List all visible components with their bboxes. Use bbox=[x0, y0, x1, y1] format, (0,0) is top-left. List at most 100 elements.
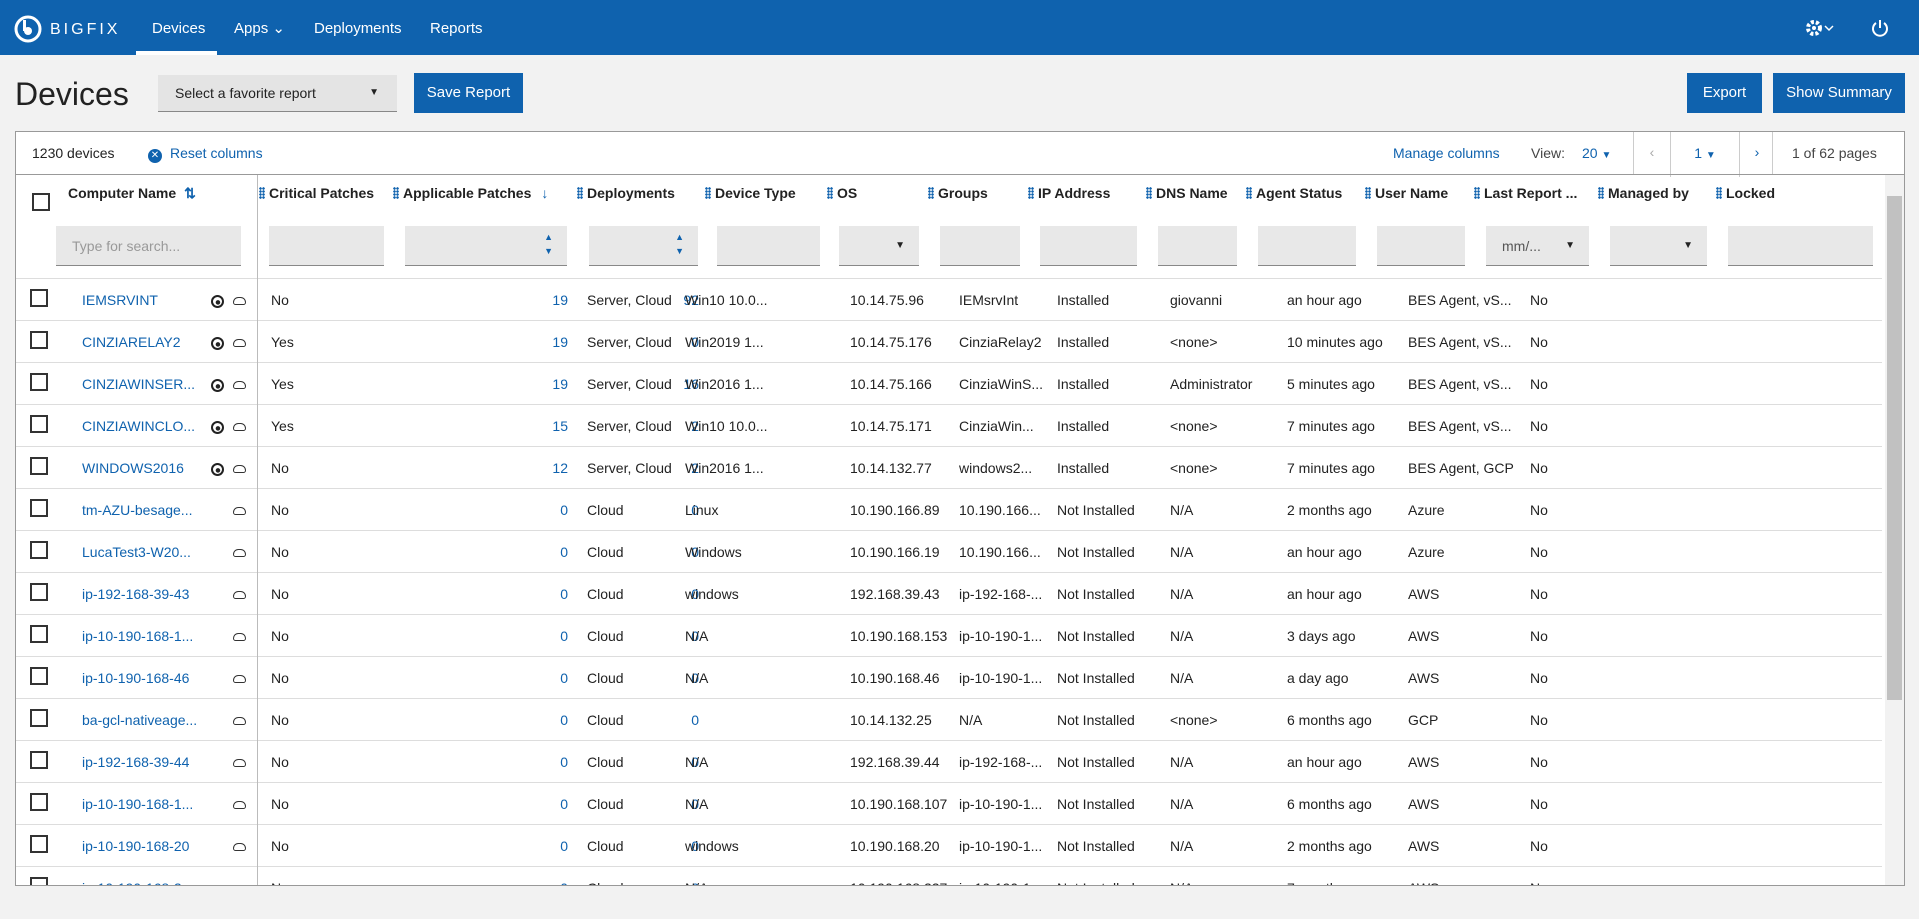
column-filter[interactable] bbox=[1258, 226, 1356, 266]
computer-name-link[interactable]: CINZIARELAY2 bbox=[82, 334, 181, 350]
column-header[interactable]: Locked bbox=[1716, 175, 1775, 211]
row-checkbox[interactable] bbox=[30, 457, 48, 475]
row-checkbox[interactable] bbox=[30, 625, 48, 643]
computer-name-link[interactable]: CINZIAWINSER... bbox=[82, 376, 196, 392]
column-header[interactable]: IP Address bbox=[1028, 175, 1110, 211]
column-filter[interactable]: ▼ bbox=[839, 226, 919, 266]
column-filter[interactable]: ▲ ▼ bbox=[405, 226, 567, 266]
computer-name-link[interactable]: ip-10-190-168-2... bbox=[82, 867, 193, 885]
row-checkbox[interactable] bbox=[30, 835, 48, 853]
column-header[interactable]: Computer Name ⇅ bbox=[68, 175, 196, 211]
nav-devices[interactable]: Devices bbox=[152, 20, 206, 37]
computer-name-link[interactable]: CINZIAWINCLO... bbox=[82, 418, 196, 434]
column-header[interactable]: Agent Status bbox=[1246, 175, 1342, 211]
column-drag-handle[interactable] bbox=[1246, 187, 1252, 199]
nav-apps[interactable]: Apps ⌄ bbox=[234, 20, 285, 37]
computer-name-link[interactable]: ip-10-190-168-46 bbox=[82, 670, 190, 686]
row-checkbox[interactable] bbox=[30, 499, 48, 517]
row-checkbox[interactable] bbox=[30, 415, 48, 433]
column-filter[interactable]: Type for search... bbox=[56, 226, 241, 266]
settings-menu[interactable] bbox=[1805, 18, 1835, 38]
column-drag-handle[interactable] bbox=[1474, 187, 1480, 199]
manage-columns[interactable]: Manage columns bbox=[1393, 145, 1500, 161]
favorite-report-select[interactable]: Select a favorite report ▼ bbox=[158, 75, 397, 112]
row-checkbox[interactable] bbox=[30, 331, 48, 349]
show-summary-button[interactable]: Show Summary bbox=[1773, 73, 1905, 113]
row-checkbox[interactable] bbox=[30, 751, 48, 769]
view-select[interactable]: 20 ▼ bbox=[1582, 145, 1612, 161]
column-filter[interactable] bbox=[717, 226, 820, 266]
column-filter[interactable]: ▼ bbox=[1610, 226, 1707, 266]
nav-reports[interactable]: Reports bbox=[430, 20, 483, 37]
cell-text: AWS bbox=[1408, 670, 1440, 686]
column-header[interactable]: Groups bbox=[928, 175, 988, 211]
scrollbar-thumb[interactable] bbox=[1887, 196, 1902, 700]
row-checkbox[interactable] bbox=[30, 709, 48, 727]
row-checkbox[interactable] bbox=[30, 583, 48, 601]
page-select[interactable]: 1 ▼ bbox=[1670, 132, 1740, 177]
row-checkbox[interactable] bbox=[30, 373, 48, 391]
column-drag-handle[interactable] bbox=[1028, 187, 1034, 199]
table-row: CINZIARELAY2 Yes 19 0 Server, Cloud Win2019 1… bbox=[16, 321, 1882, 363]
scrollbar[interactable] bbox=[1885, 175, 1904, 885]
column-drag-handle[interactable] bbox=[577, 187, 583, 199]
save-report-button[interactable]: Save Report bbox=[414, 73, 523, 113]
computer-name-link[interactable]: ip-10-190-168-1... bbox=[82, 796, 194, 812]
cell-text: Yes bbox=[271, 334, 294, 350]
power-button[interactable] bbox=[1870, 18, 1890, 38]
computer-name-link[interactable]: ip-192-168-39-43 bbox=[82, 586, 190, 602]
next-page[interactable]: › bbox=[1754, 144, 1760, 160]
row-checkbox[interactable] bbox=[30, 877, 48, 885]
column-filter[interactable] bbox=[1728, 226, 1873, 266]
prev-page[interactable]: ‹ bbox=[1649, 144, 1655, 160]
column-drag-handle[interactable] bbox=[393, 187, 399, 199]
column-header[interactable]: Deployments bbox=[577, 175, 675, 211]
computer-name-link[interactable]: tm-AZU-besage... bbox=[82, 502, 193, 518]
column-filter[interactable] bbox=[269, 226, 384, 266]
column-drag-handle[interactable] bbox=[1365, 187, 1371, 199]
column-filter[interactable]: mm/... ▼ bbox=[1486, 226, 1589, 266]
cell-text: 0 bbox=[560, 670, 568, 686]
computer-name-link[interactable]: ip-10-190-168-1... bbox=[82, 628, 194, 644]
column-filter[interactable] bbox=[1040, 226, 1137, 266]
column-header[interactable]: OS bbox=[827, 175, 857, 211]
column-header[interactable]: Device Type bbox=[705, 175, 796, 211]
export-button[interactable]: Export bbox=[1687, 73, 1762, 113]
select-all-checkbox[interactable] bbox=[32, 193, 50, 211]
column-header[interactable]: Last Report ... bbox=[1474, 175, 1577, 211]
column-drag-handle[interactable] bbox=[1598, 187, 1604, 199]
column-filter[interactable]: ▲ ▼ bbox=[589, 226, 698, 266]
cell-text: 10.14.75.176 bbox=[850, 334, 932, 350]
computer-name-link[interactable]: ba-gcl-nativeage... bbox=[82, 712, 198, 728]
column-header[interactable]: User Name bbox=[1365, 175, 1448, 211]
column-drag-handle[interactable] bbox=[928, 187, 934, 199]
sort-icon[interactable]: ⇅ bbox=[184, 185, 196, 201]
computer-name-link[interactable]: IEMSRVINT bbox=[82, 292, 158, 308]
computer-name-link[interactable]: WINDOWS2016 bbox=[82, 460, 184, 476]
column-header[interactable]: Applicable Patches ↓ bbox=[393, 175, 548, 211]
column-drag-handle[interactable] bbox=[1146, 187, 1152, 199]
column-filter[interactable] bbox=[1158, 226, 1237, 266]
column-header[interactable]: DNS Name bbox=[1146, 175, 1228, 211]
row-checkbox[interactable] bbox=[30, 289, 48, 307]
row-checkbox[interactable] bbox=[30, 793, 48, 811]
cell-text: giovanni bbox=[1170, 292, 1223, 308]
row-checkbox[interactable] bbox=[30, 667, 48, 685]
column-header[interactable]: Managed by bbox=[1598, 175, 1689, 211]
row-checkbox[interactable] bbox=[30, 541, 48, 559]
column-filter[interactable] bbox=[1377, 226, 1465, 266]
sort-desc-icon[interactable]: ↓ bbox=[541, 185, 549, 201]
column-header[interactable]: Critical Patches bbox=[259, 175, 374, 211]
column-drag-handle[interactable] bbox=[1716, 187, 1722, 199]
page-count: 1 of 62 pages bbox=[1792, 145, 1877, 161]
column-drag-handle[interactable] bbox=[259, 187, 265, 199]
computer-name-link[interactable]: ip-192-168-39-44 bbox=[82, 754, 190, 770]
column-filter[interactable] bbox=[940, 226, 1020, 266]
computer-name-link[interactable]: ip-10-190-168-20 bbox=[82, 838, 190, 854]
computer-name-link[interactable]: LucaTest3-W20... bbox=[82, 544, 191, 560]
reset-columns[interactable]: ✕ Reset columns bbox=[148, 132, 263, 174]
cell-text: ip-10-190-1... bbox=[959, 628, 1043, 644]
nav-deployments[interactable]: Deployments bbox=[314, 20, 402, 37]
column-drag-handle[interactable] bbox=[827, 187, 833, 199]
column-drag-handle[interactable] bbox=[705, 187, 711, 199]
